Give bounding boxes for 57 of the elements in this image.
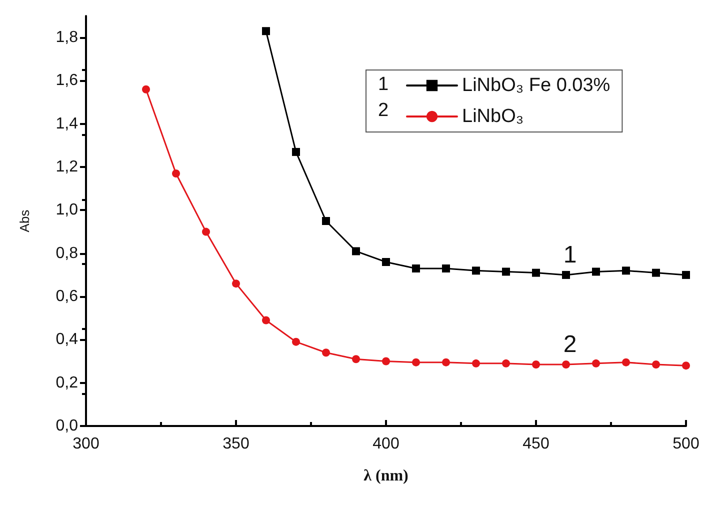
point [592, 268, 600, 276]
point [532, 360, 540, 368]
x-tick-label: 450 [522, 436, 550, 452]
y-tick-label: 0,2 [56, 374, 78, 392]
point [352, 355, 360, 364]
y-tick-label: 0,0 [56, 418, 78, 434]
point [292, 148, 300, 156]
point [652, 268, 660, 277]
legend-label: LiNbO₃ [462, 106, 524, 127]
legend-label: LiNbO₃ Fe 0.03% [462, 75, 610, 96]
x-tick-label: 500 [672, 436, 700, 452]
point [682, 270, 690, 279]
point [682, 362, 690, 370]
annotation: 2 [563, 331, 577, 358]
y-tick-label: 1,2 [56, 158, 78, 176]
point [352, 247, 360, 256]
y-tick-label: 0,6 [56, 288, 78, 306]
point [412, 358, 420, 366]
point [442, 358, 450, 366]
annotation: 1 [563, 241, 577, 268]
point [562, 360, 570, 368]
point [232, 280, 240, 288]
point [442, 264, 450, 272]
point [202, 228, 210, 236]
point [532, 268, 540, 277]
text: 2 [378, 100, 389, 121]
x-tick-label: 350 [222, 436, 250, 452]
y-tick-label: 1,8 [56, 29, 78, 46]
y-tick-label: 1,6 [56, 72, 78, 90]
point [172, 170, 180, 178]
y-axis-title: Abs [17, 209, 32, 232]
y-tick-label: 1,4 [56, 115, 78, 132]
point [412, 264, 420, 272]
point [262, 27, 270, 36]
point [292, 338, 300, 346]
point [472, 266, 480, 275]
point [502, 268, 510, 276]
point [382, 258, 390, 266]
point [382, 357, 390, 366]
point [262, 316, 270, 324]
x-axis-title: λ (nm) [364, 468, 408, 484]
x-tick-label: 300 [72, 436, 100, 452]
point [622, 358, 630, 366]
point [142, 85, 150, 94]
point [322, 348, 330, 357]
text: 1 [378, 74, 389, 95]
y-tick-label: 0,8 [56, 244, 78, 262]
point [652, 360, 660, 368]
point [472, 359, 480, 368]
x-tick-label: 400 [372, 436, 400, 452]
point [562, 270, 570, 279]
point [502, 359, 510, 368]
y-tick-label: 0,4 [56, 331, 78, 348]
point [622, 266, 630, 275]
point [322, 217, 330, 225]
point [592, 359, 600, 368]
y-tick-label: 1,0 [56, 202, 78, 219]
